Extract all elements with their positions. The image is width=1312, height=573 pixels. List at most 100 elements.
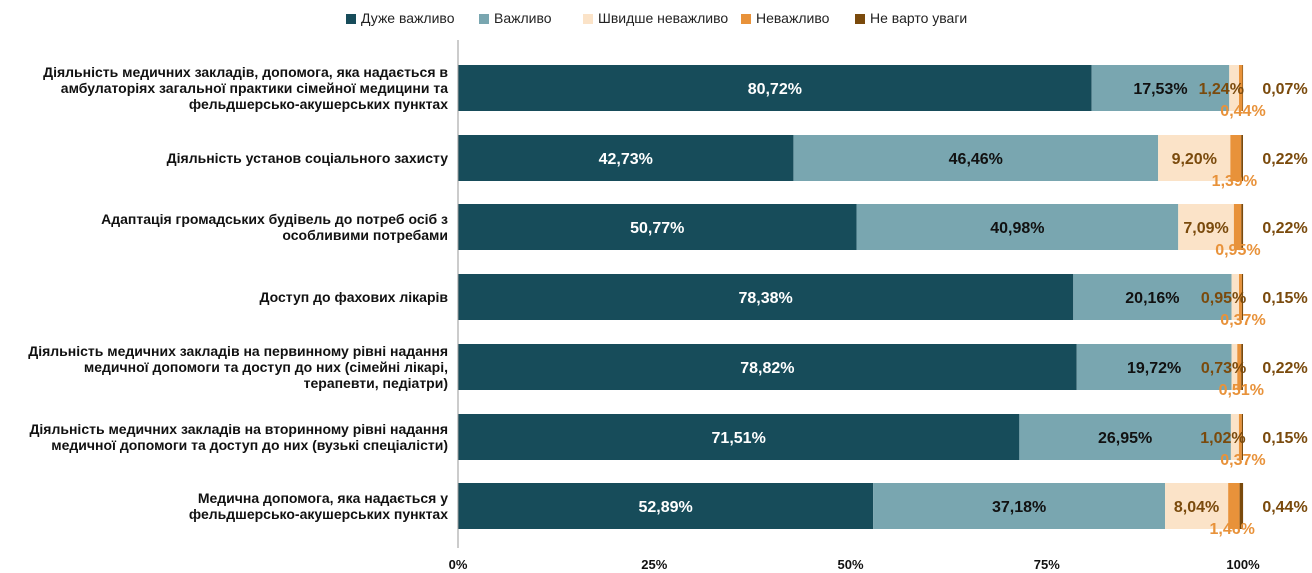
data-labels: 80,72% 17,53% 1,24% 0,44% 0,07% 42,73% 46,46% 9… <box>599 81 1308 538</box>
legend-label-2: Швидше неважливо <box>598 10 728 26</box>
x-axis: 0% 25% 50% 75% 100% <box>449 40 1260 572</box>
category-label-4-line-2: терапевти, педіатри) <box>304 375 448 391</box>
legend-swatch-3 <box>741 14 751 24</box>
x-tick-label-2: 50% <box>837 557 863 572</box>
legend-label-4: Не варто уваги <box>870 10 967 26</box>
category-labels: Діяльність медичних закладів, допомога, … <box>28 64 448 522</box>
bar-segment-6-3 <box>1228 483 1240 529</box>
bar-segment-4-1 <box>1076 344 1232 390</box>
bar-segment-3-2 <box>1231 274 1239 320</box>
category-label-4-line-1: медичної допомоги та доступ до них (сіме… <box>84 359 448 375</box>
bar-segment-4-0 <box>458 344 1077 390</box>
data-label-5-4: 0,15% <box>1262 430 1307 447</box>
data-label-0-3: 0,44% <box>1220 103 1265 120</box>
data-label-0-4: 0,07% <box>1262 81 1307 98</box>
legend-swatch-1 <box>479 14 489 24</box>
data-label-0-2: 1,24% <box>1199 81 1244 98</box>
bar-segment-1-4 <box>1241 135 1243 181</box>
chart-legend: Дуже важливо Важливо Швидше неважливо Неваж… <box>346 10 967 26</box>
category-label-1-line-0: Діяльність установ соціального захисту <box>167 150 449 166</box>
bar-segment-5-2 <box>1230 414 1239 460</box>
bar-segment-0-0 <box>458 65 1092 111</box>
data-label-1-4: 0,22% <box>1262 151 1307 168</box>
bar-segment-5-4 <box>1241 414 1243 460</box>
bar-segment-4-3 <box>1237 344 1242 390</box>
bar-segment-3-1 <box>1073 274 1232 320</box>
bar-segment-6-0 <box>458 483 874 529</box>
data-label-0-1: 17,53% <box>1133 81 1187 98</box>
category-label-2-line-1: особливими потребами <box>282 227 448 243</box>
category-label-0-line-0: Діяльність медичних закладів, допомога, … <box>43 64 448 80</box>
bar-segment-1-2 <box>1158 135 1231 181</box>
legend-label-0: Дуже важливо <box>361 10 455 26</box>
data-label-1-2: 9,20% <box>1172 151 1217 168</box>
data-label-3-3: 0,37% <box>1220 312 1265 329</box>
legend-swatch-0 <box>346 14 356 24</box>
category-label-0-line-1: амбулаторіях загальної практики сімейної… <box>61 80 448 96</box>
data-label-6-2: 8,04% <box>1174 499 1219 516</box>
data-label-4-1: 19,72% <box>1127 360 1181 377</box>
legend-label-3: Неважливо <box>756 10 830 26</box>
data-label-1-1: 46,46% <box>949 151 1003 168</box>
bar-segment-0-2 <box>1229 65 1239 111</box>
data-label-2-1: 40,98% <box>990 220 1044 237</box>
data-label-5-2: 1,02% <box>1200 430 1245 447</box>
data-label-2-4: 0,22% <box>1262 220 1307 237</box>
data-label-2-0: 50,77% <box>630 220 684 237</box>
bar-segment-6-4 <box>1239 483 1244 529</box>
data-label-3-0: 78,38% <box>739 290 793 307</box>
data-label-6-1: 37,18% <box>992 499 1046 516</box>
data-label-1-3: 1,39% <box>1212 173 1257 190</box>
bar-segment-4-4 <box>1241 344 1243 390</box>
category-label-2-line-0: Адаптація громадських будівель до потреб… <box>101 211 448 227</box>
data-label-3-2: 0,95% <box>1201 290 1246 307</box>
bar-series <box>458 65 1244 529</box>
bar-segment-1-0 <box>458 135 794 181</box>
category-label-5-line-0: Діяльність медичних закладів на вторинно… <box>29 421 448 437</box>
category-label-6-line-1: фельдшерсько-акушерських пунктах <box>189 506 448 522</box>
category-label-4-line-0: Діяльність медичних закладів на первинно… <box>28 343 448 359</box>
legend-swatch-2 <box>583 14 593 24</box>
data-label-6-0: 52,89% <box>638 499 692 516</box>
bar-segment-2-3 <box>1233 204 1242 250</box>
data-label-2-3: 0,95% <box>1215 242 1260 259</box>
bar-segment-4-2 <box>1231 344 1238 390</box>
bar-segment-1-1 <box>793 135 1159 181</box>
bar-segment-6-2 <box>1165 483 1229 529</box>
data-label-4-3: 0,51% <box>1219 382 1264 399</box>
bar-segment-2-2 <box>1178 204 1234 250</box>
data-label-2-2: 7,09% <box>1183 220 1228 237</box>
x-tick-label-1: 25% <box>641 557 667 572</box>
bar-segment-2-0 <box>458 204 857 250</box>
bar-segment-5-3 <box>1238 414 1242 460</box>
x-tick-label-0: 0% <box>449 557 468 572</box>
category-label-5-line-1: медичної допомоги та доступ до них (вузь… <box>51 437 448 453</box>
bar-segment-5-1 <box>1019 414 1231 460</box>
legend-swatch-4 <box>855 14 865 24</box>
bar-segment-0-4 <box>1242 65 1244 111</box>
data-label-4-2: 0,73% <box>1201 360 1246 377</box>
bar-segment-3-3 <box>1238 274 1242 320</box>
category-label-6-line-0: Медична допомога, яка надається у <box>198 490 448 506</box>
data-label-1-0: 42,73% <box>599 151 653 168</box>
data-label-3-1: 20,16% <box>1125 290 1179 307</box>
bar-segment-3-0 <box>458 274 1074 320</box>
bar-segment-6-1 <box>873 483 1166 529</box>
category-label-0-line-2: фельдшерсько-акушерських пунктах <box>189 96 448 112</box>
data-label-5-3: 0,37% <box>1220 452 1265 469</box>
bar-segment-0-1 <box>1091 65 1230 111</box>
bar-segment-2-1 <box>856 204 1179 250</box>
data-label-4-0: 78,82% <box>740 360 794 377</box>
x-tick-label-3: 75% <box>1034 557 1060 572</box>
bar-segment-5-0 <box>458 414 1020 460</box>
data-label-5-1: 26,95% <box>1098 430 1152 447</box>
category-label-3-line-0: Доступ до фахових лікарів <box>259 289 448 305</box>
data-label-3-4: 0,15% <box>1262 290 1307 307</box>
data-label-6-3: 1,46% <box>1209 521 1254 538</box>
legend-label-1: Важливо <box>494 10 552 26</box>
data-label-5-0: 71,51% <box>712 430 766 447</box>
data-label-6-4: 0,44% <box>1262 499 1307 516</box>
bar-segment-0-3 <box>1238 65 1243 111</box>
x-tick-label-4: 100% <box>1226 557 1260 572</box>
